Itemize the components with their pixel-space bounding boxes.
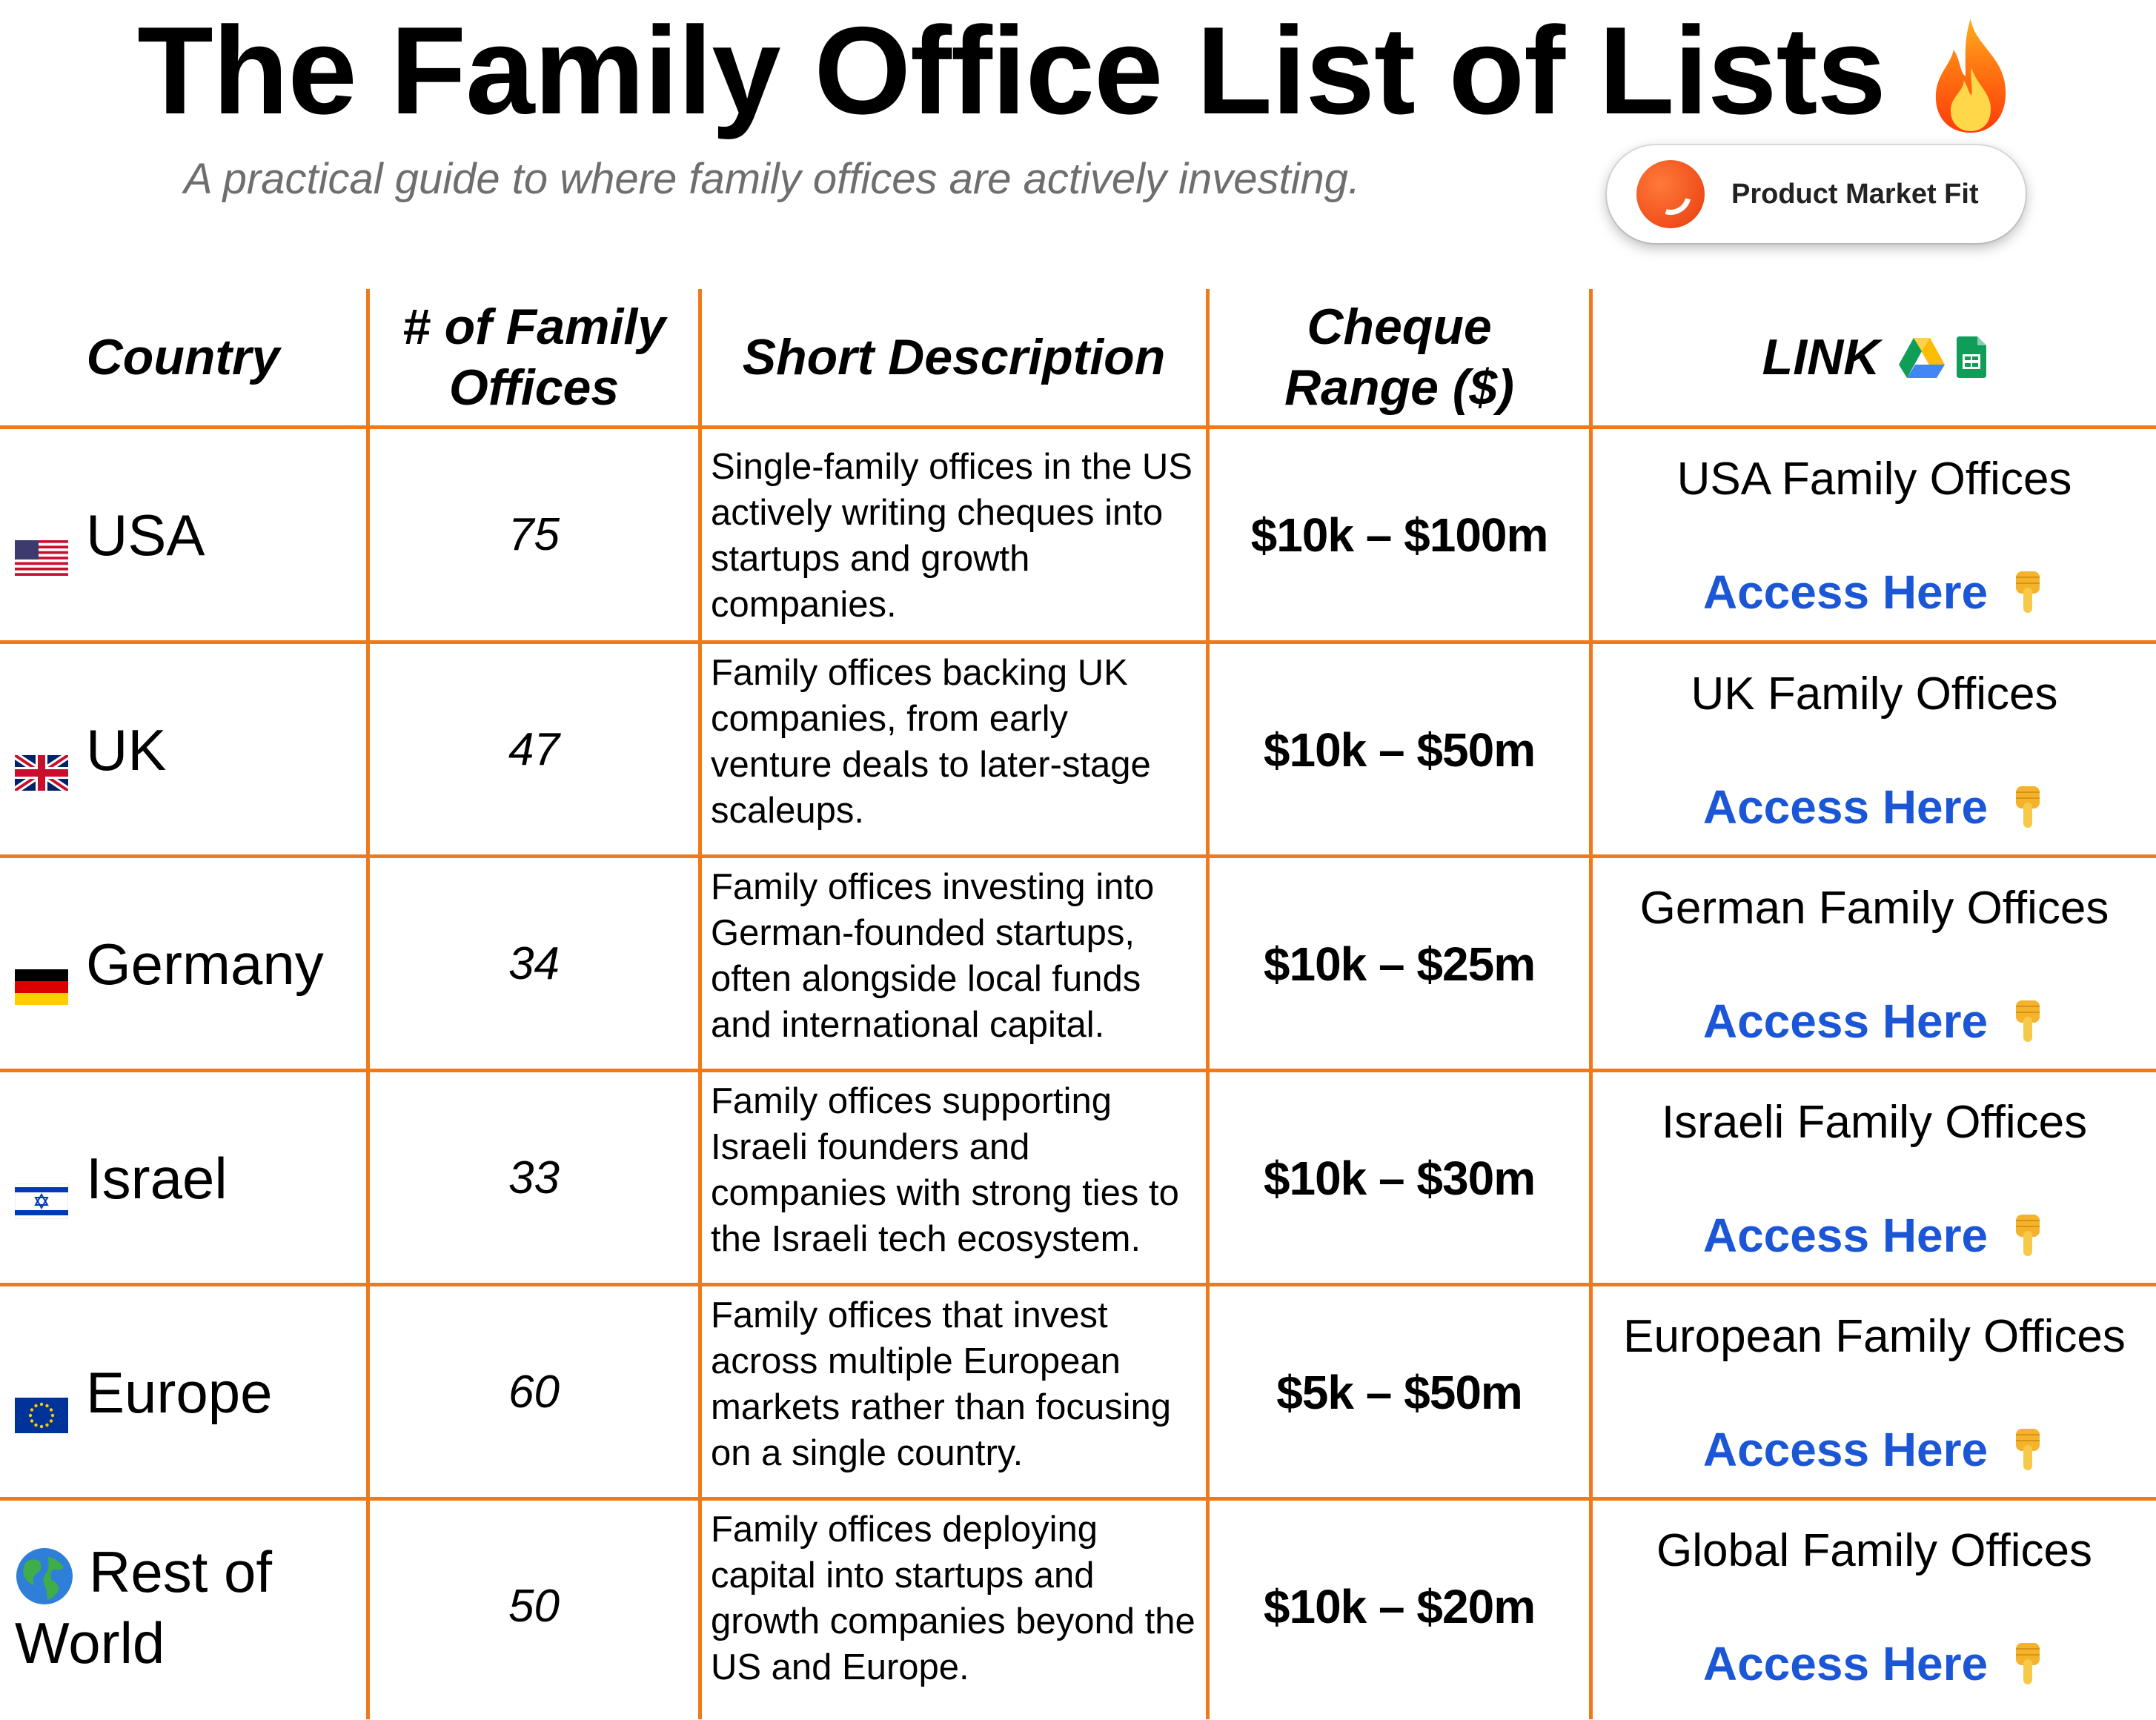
link-cell: German Family Offices Access Here — [1593, 858, 2156, 1069]
product-market-fit-badge[interactable]: Product Market Fit — [1607, 145, 2026, 243]
header-cheque: Cheque Range ($) — [1284, 299, 1514, 416]
pointing-down-hand-icon — [2010, 1212, 2046, 1259]
cheque-range: $10k – $50m — [1263, 723, 1536, 777]
badge-label: Product Market Fit — [1731, 178, 1979, 210]
short-description: Family offices investing into German-fou… — [711, 867, 1155, 1045]
country-cell: Israel — [0, 1072, 366, 1284]
short-description: Family offices backing UK companies, fro… — [711, 653, 1151, 831]
row-divider — [0, 640, 2156, 644]
pointing-down-hand-icon — [2010, 1426, 2046, 1473]
link-cell: European Family Offices Access Here — [1593, 1286, 2156, 1498]
germany-flag-icon — [15, 949, 68, 1005]
fire-icon — [1935, 19, 2006, 133]
link-cell: Global Family Offices Access Here — [1593, 1501, 2156, 1712]
country-name: Rest of World — [15, 1539, 273, 1676]
access-here-label[interactable]: Access Here — [1702, 780, 1989, 834]
family-office-count: 47 — [508, 724, 560, 775]
column-divider — [1589, 289, 1593, 1719]
pointing-down-hand-icon — [2010, 1640, 2046, 1687]
country-cell: Europe — [0, 1286, 366, 1498]
access-here-link[interactable]: Access Here — [1703, 994, 2046, 1049]
access-here-link[interactable]: Access Here — [1703, 1636, 2046, 1691]
link-cell: UK Family Offices Access Here — [1593, 644, 2156, 855]
short-description: Single-family offices in the US actively… — [711, 447, 1193, 625]
header-link-icons — [1899, 336, 1987, 378]
country-name: Europe — [86, 1359, 273, 1425]
cheque-range: $10k – $100m — [1250, 508, 1549, 562]
row-divider — [0, 1069, 2156, 1072]
column-divider — [366, 289, 370, 1719]
row-divider — [0, 1283, 2156, 1286]
row-divider — [0, 854, 2156, 858]
access-here-label[interactable]: Access Here — [1702, 995, 1989, 1048]
access-here-label[interactable]: Access Here — [1702, 1637, 1989, 1690]
israel-flag-icon — [14, 1163, 69, 1219]
uk-flag-icon — [13, 735, 70, 794]
column-divider — [1206, 289, 1210, 1719]
cheque-range: $10k – $20m — [1263, 1579, 1536, 1633]
family-office-count: 33 — [508, 1152, 560, 1203]
access-here-label[interactable]: Access Here — [1702, 1423, 1989, 1476]
access-here-label[interactable]: Access Here — [1702, 1209, 1989, 1262]
short-description: Family offices deploying capital into st… — [711, 1510, 1195, 1687]
link-title: Global Family Offices — [1656, 1525, 2093, 1576]
header-count: # of Family Offices — [402, 299, 666, 416]
country-cell: UK — [0, 644, 366, 855]
header-link: LINK — [1593, 289, 2156, 425]
access-here-link[interactable]: Access Here — [1703, 1422, 2046, 1477]
family-office-count: 50 — [508, 1581, 560, 1632]
globe-icon — [15, 1547, 74, 1606]
cheque-range: $5k – $50m — [1276, 1365, 1523, 1419]
column-divider — [698, 289, 702, 1719]
pointing-down-hand-icon — [2010, 997, 2046, 1045]
page-title: The Family Office List of Lists — [0, 0, 2156, 141]
family-office-count: 60 — [508, 1367, 560, 1418]
country-name: Germany — [86, 931, 324, 997]
cheque-range: $10k – $25m — [1263, 937, 1536, 991]
link-title: USA Family Offices — [1676, 454, 2072, 505]
link-cell: USA Family Offices Access Here — [1593, 429, 2156, 640]
row-divider — [0, 1497, 2156, 1501]
row-divider — [0, 425, 2156, 429]
access-here-link[interactable]: Access Here — [1703, 1208, 2046, 1263]
pointing-down-hand-icon — [2010, 568, 2046, 616]
access-here-link[interactable]: Access Here — [1703, 565, 2046, 620]
link-title: Israeli Family Offices — [1661, 1097, 2088, 1148]
country-name: UK — [86, 717, 167, 783]
page-subtitle: A practical guide to where family office… — [184, 155, 1361, 203]
google-sheets-icon — [1957, 336, 1987, 378]
access-here-label[interactable]: Access Here — [1702, 565, 1989, 619]
us-flag-icon — [15, 520, 68, 576]
link-title: German Family Offices — [1639, 883, 2109, 934]
family-office-count: 34 — [508, 938, 560, 989]
header-description: Short Description — [742, 329, 1166, 385]
country-cell: Rest of World — [0, 1501, 366, 1712]
link-cell: Israeli Family Offices Access Here — [1593, 1072, 2156, 1284]
country-name: USA — [86, 502, 205, 568]
link-title: UK Family Offices — [1691, 668, 2058, 720]
family-office-count: 75 — [508, 509, 560, 560]
country-name: Israel — [86, 1145, 228, 1211]
google-drive-icon — [1899, 338, 1946, 378]
product-market-fit-logo-icon — [1636, 160, 1705, 228]
link-title: European Family Offices — [1623, 1311, 2126, 1362]
page-title-text: The Family Office List of Lists — [137, 0, 1886, 140]
access-here-link[interactable]: Access Here — [1703, 780, 2046, 834]
cheque-range: $10k – $30m — [1263, 1151, 1536, 1205]
short-description: Family offices that invest across multip… — [711, 1295, 1171, 1473]
short-description: Family offices supporting Israeli founde… — [711, 1081, 1179, 1259]
eu-flag-icon — [15, 1378, 68, 1433]
header-link-label: LINK — [1762, 329, 1880, 385]
header-country: Country — [86, 329, 280, 385]
pointing-down-hand-icon — [2010, 783, 2046, 831]
country-cell: USA — [0, 429, 366, 640]
country-cell: Germany — [0, 858, 366, 1069]
